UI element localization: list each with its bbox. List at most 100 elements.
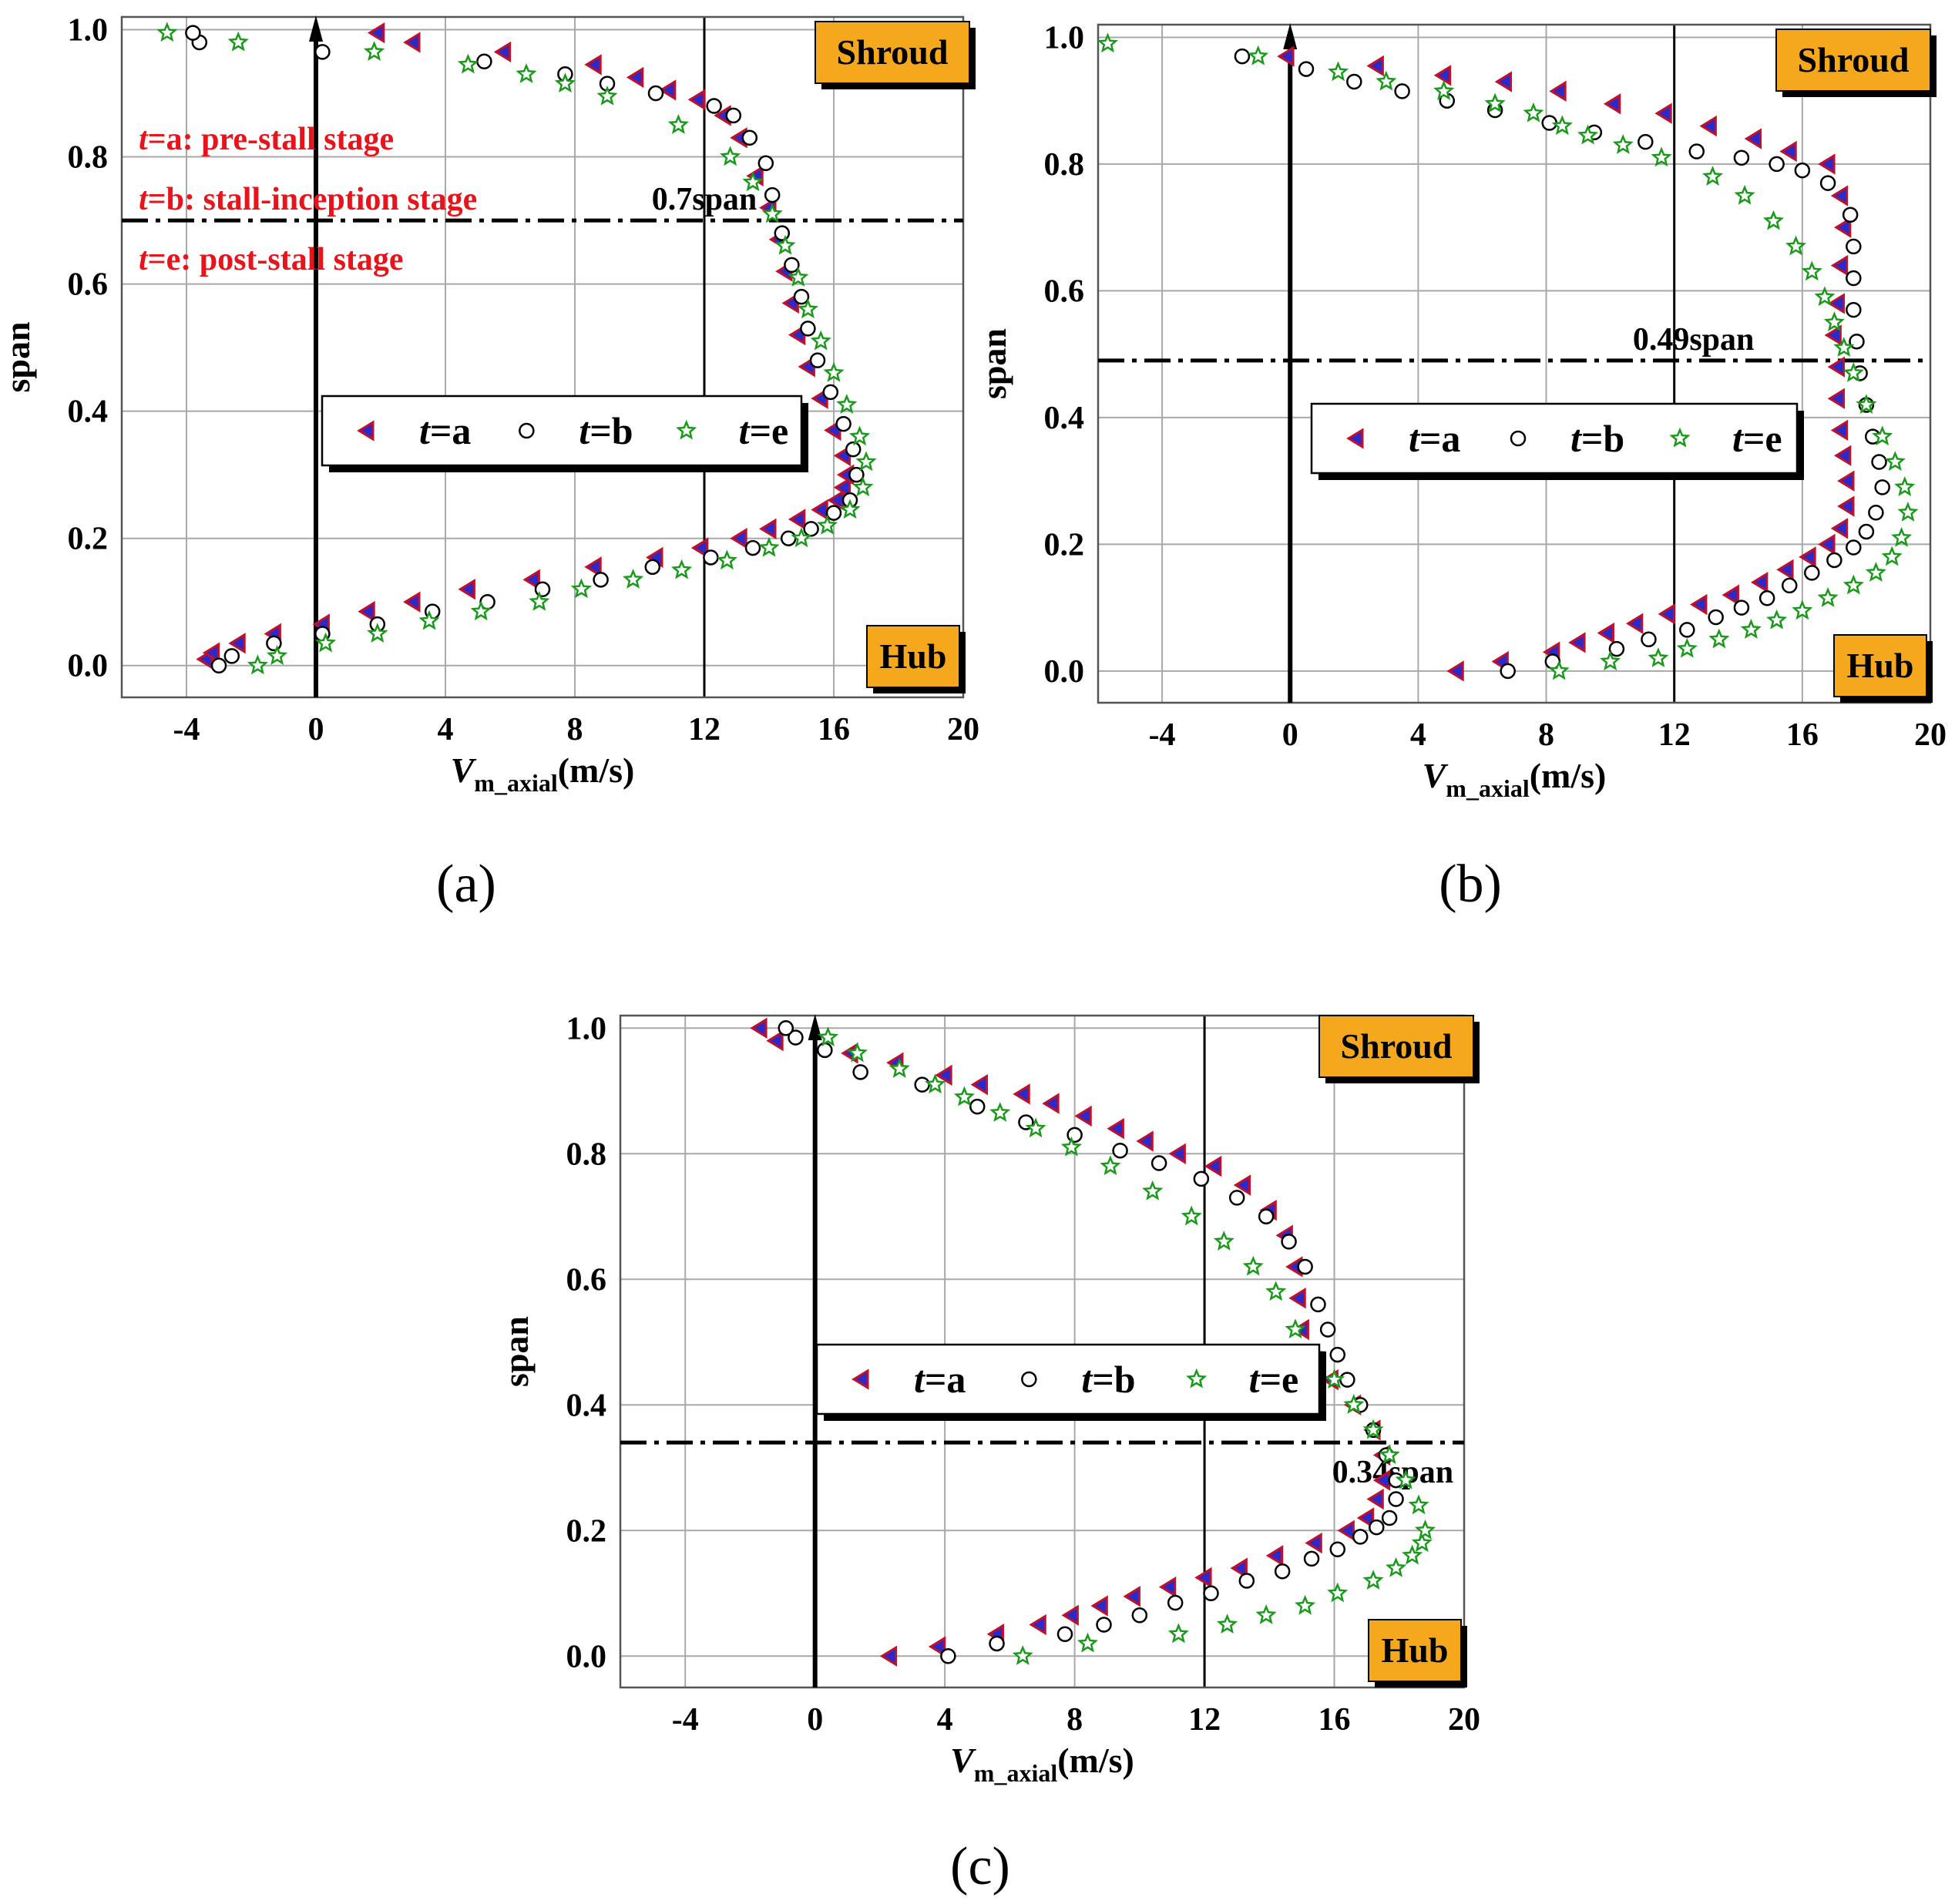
data-point-star (1285, 1318, 1306, 1339)
x-tick-label: 20 (1914, 717, 1947, 753)
data-point-star (855, 451, 877, 472)
data-point-circle (803, 521, 819, 537)
data-point-circle (1303, 1550, 1320, 1567)
legend-marker-circle (1021, 1371, 1037, 1388)
data-point-star (1248, 45, 1269, 65)
data-point-circle (1394, 83, 1410, 99)
hub-box (1833, 634, 1927, 697)
data-point-star (1551, 115, 1573, 136)
data-point-triangle (1158, 1576, 1177, 1598)
data-point-star (1181, 1205, 1202, 1226)
y-tick-label: 0.0 (1044, 654, 1085, 690)
data-point-star (1255, 1604, 1277, 1624)
x-axis-title: Vm_axial(m/s) (451, 751, 635, 797)
data-point-star (1414, 1520, 1436, 1540)
data-point-star (1386, 1556, 1407, 1577)
data-point-circle (1388, 1491, 1404, 1507)
data-point-triangle (1824, 324, 1842, 346)
data-point-circle (1150, 1155, 1167, 1171)
data-point-circle (1297, 1258, 1313, 1275)
x-axis-unit: (m/s) (1057, 1741, 1134, 1780)
data-point-triangle (1658, 603, 1675, 625)
zero-axis-arrowhead (1283, 23, 1298, 49)
legend-marker-star (676, 419, 697, 440)
data-point-circle (1112, 1142, 1128, 1159)
data-point-triangle (358, 600, 375, 623)
data-point-triangle (1744, 128, 1762, 149)
data-point-circle (534, 581, 551, 597)
plot-area-b: -4 0 4 8 12 16 20 0.0 0.2 0.4 0.6 0.8 1.0 Vm_axial(m/… (974, 20, 1947, 802)
panel-label-a: (a) (436, 855, 496, 914)
legend-label: t=e (1249, 1358, 1299, 1401)
legend-label-value: =b (1581, 417, 1624, 460)
data-point-star (1408, 1494, 1429, 1515)
data-point-star (247, 654, 268, 675)
data-point-star (849, 425, 871, 446)
data-point-star (953, 1086, 975, 1106)
data-point-triangle (811, 499, 828, 521)
data-point-circle (1708, 609, 1724, 626)
legend-marker-triangle (1346, 428, 1364, 449)
legend-label-italic: t (1732, 417, 1745, 460)
data-point-circle (1868, 505, 1884, 521)
x-tick-label: -4 (1149, 717, 1176, 753)
data-point-triangle (1833, 445, 1852, 466)
data-point-star (836, 394, 858, 414)
data-point-star (1242, 1255, 1264, 1276)
data-point-triangle (1090, 1595, 1108, 1617)
data-point-star (1295, 1594, 1316, 1615)
data-point-triangle (1799, 546, 1816, 568)
panel-c: -4 0 4 8 12 16 20 0.0 0.2 0.4 0.6 0.8 1.0 Vm_axial(m/… (496, 1011, 1480, 1896)
panel-b: -4 0 4 8 12 16 20 0.0 0.2 0.4 0.6 0.8 1.0 Vm_axial(m/… (974, 20, 1947, 914)
data-point-circle (210, 657, 227, 673)
data-point-triangle (1568, 632, 1586, 653)
y-tick-label: 0.4 (1044, 401, 1085, 436)
data-point-triangle (1277, 45, 1295, 67)
data-point-star (1097, 32, 1118, 53)
data-point-star (1734, 184, 1755, 205)
x-tick-label: 8 (1067, 1702, 1083, 1738)
data-point-circle (1346, 73, 1362, 90)
plot-frame (120, 15, 965, 699)
hub-box (866, 625, 960, 688)
legend-label: t=a (419, 409, 471, 452)
data-point-triangle (458, 579, 475, 600)
data-point-circle (1500, 663, 1516, 680)
data-point-circle (185, 25, 201, 41)
stage-note: t=b: stall-inception stage (139, 182, 477, 217)
y-tick-label: 0.6 (1044, 274, 1085, 309)
data-point-star (1376, 70, 1397, 91)
data-point-triangle (584, 556, 602, 578)
data-point-star (367, 623, 388, 643)
data-point-triangle (1433, 65, 1452, 86)
data-point-star (716, 549, 738, 570)
y-axis-title: span (974, 328, 1013, 399)
data-point-star (761, 203, 783, 223)
data-point-triangle (1013, 1083, 1030, 1105)
x-axis-title: Vm_axial(m/s) (950, 1741, 1134, 1787)
legend-marker-circle (1510, 430, 1527, 447)
data-point-triangle (935, 1064, 952, 1086)
data-point-star (529, 590, 550, 611)
y-tick-label: 0.8 (68, 140, 109, 176)
data-point-circle (476, 53, 492, 70)
data-point-triangle (1288, 1288, 1306, 1309)
x-tick-label: 4 (937, 1702, 953, 1738)
data-point-triangle (1625, 613, 1644, 634)
data-point-triangle (750, 1017, 768, 1039)
data-point-triangle (1830, 518, 1849, 539)
data-point-star (1577, 124, 1599, 145)
data-point-triangle (1230, 1557, 1248, 1579)
data-point-triangle (1827, 388, 1846, 409)
data-point-triangle (1699, 115, 1717, 137)
x-axis-title: Vm_axial(m/s) (1423, 756, 1607, 802)
legend-label-italic: t (1249, 1358, 1261, 1401)
shroud-label: Shroud (1341, 1026, 1453, 1066)
x-tick-label: 20 (947, 712, 979, 747)
legend-label-value: =b (590, 409, 633, 452)
data-point-circle (1769, 156, 1785, 173)
data-point-star (816, 514, 838, 535)
data-point-circle (1193, 1170, 1210, 1187)
data-point-circle (223, 648, 240, 664)
